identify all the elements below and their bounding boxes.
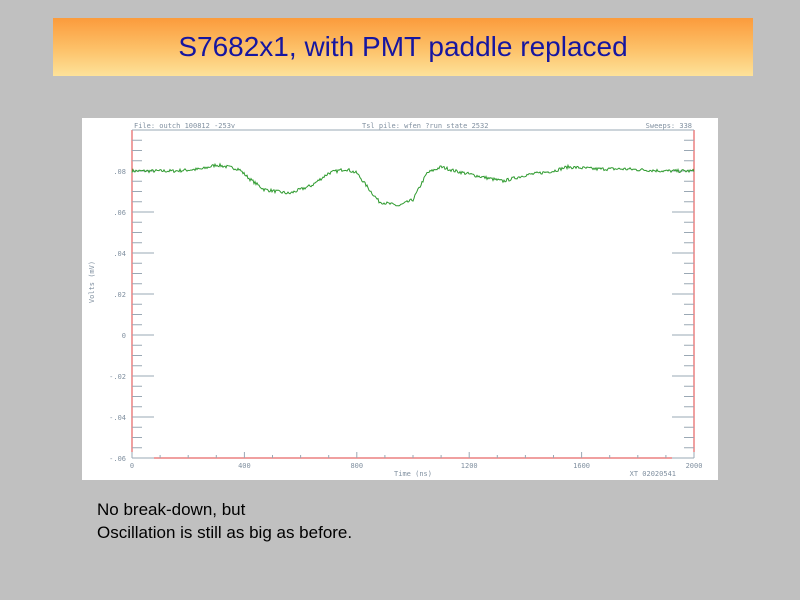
y-tick-label: .06 xyxy=(113,209,126,217)
trace-line xyxy=(131,162,695,207)
caption: No break-down, but Oscillation is still … xyxy=(97,498,352,544)
y-tick-label: .02 xyxy=(113,291,126,299)
chart-frame xyxy=(131,129,695,459)
tick-marks xyxy=(131,129,695,459)
y-tick-label: -.02 xyxy=(109,373,126,381)
x-tick-label: 1600 xyxy=(573,462,590,470)
x-tick-label: 0 xyxy=(130,462,134,470)
caption-line-2: Oscillation is still as big as before. xyxy=(97,523,353,542)
slide-title: S7682x1, with PMT paddle replaced xyxy=(178,31,628,62)
x-tick-label: 1200 xyxy=(461,462,478,470)
x-tick-label: 400 xyxy=(238,462,251,470)
header-left: File: outch 100812 -253v xyxy=(134,122,235,130)
trace-layer xyxy=(131,162,695,207)
plot-area: .08 .06 .04 .02 0 -.02 -.04 -.06 0 400 800 1200 1600… xyxy=(82,118,718,480)
chart-labels: .08 .06 .04 .02 0 -.02 -.04 -.06 0 400 800 1200 1600… xyxy=(88,122,702,478)
scope-chart: .08 .06 .04 .02 0 -.02 -.04 -.06 0 400 800 1200 1600… xyxy=(88,122,702,478)
y-tick-label: .04 xyxy=(113,250,126,258)
y-tick-label: 0 xyxy=(122,332,126,340)
x-tick-label: 2000 xyxy=(686,462,703,470)
header-center: Tsl pile: wfen ?run state 2532 xyxy=(362,122,488,130)
footer-right: XT 02020541 xyxy=(630,470,676,478)
x-axis-label: Time (ns) xyxy=(394,470,432,478)
y-tick-label: -.04 xyxy=(109,414,126,422)
y-axis-label: Volts (mV) xyxy=(88,261,96,303)
y-tick-label: .08 xyxy=(113,168,126,176)
header-right: Sweeps: 338 xyxy=(646,122,692,130)
x-tick-label: 800 xyxy=(350,462,363,470)
caption-line-1: No break-down, but xyxy=(97,500,246,519)
y-tick-label: -.06 xyxy=(109,455,126,463)
title-banner: S7682x1, with PMT paddle replaced xyxy=(53,18,753,76)
